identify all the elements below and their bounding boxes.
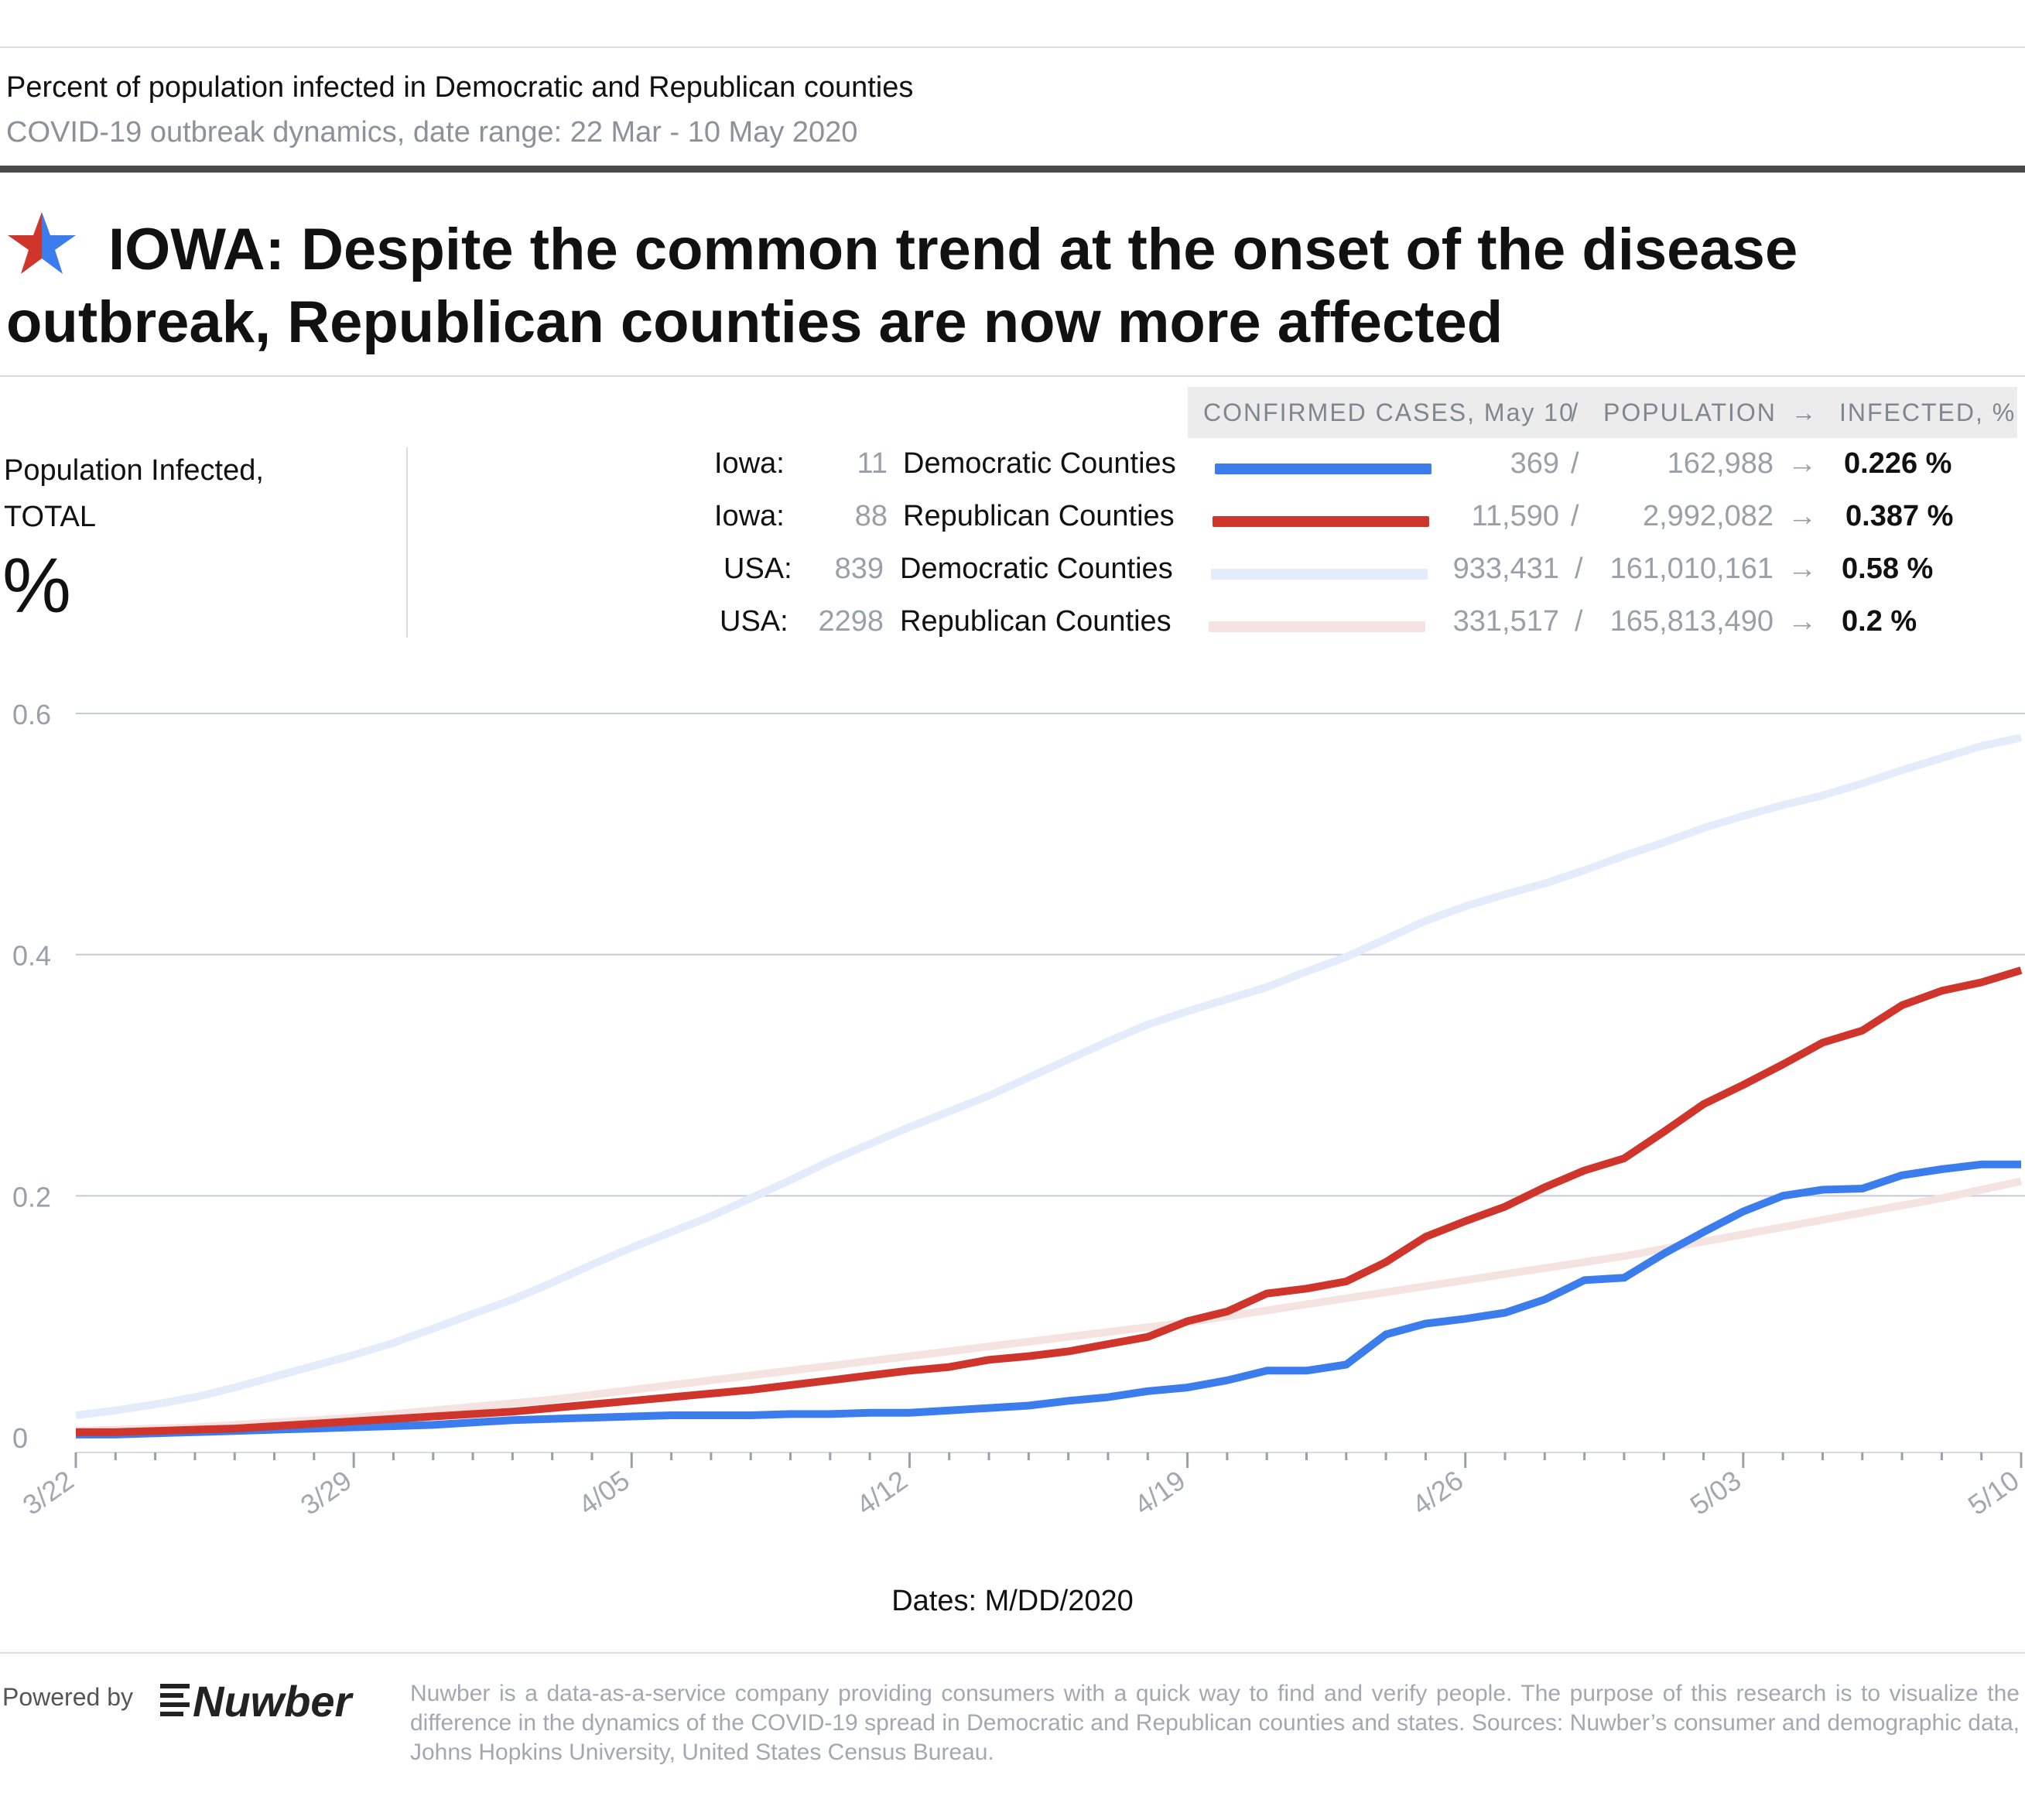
legend-infected: 0.58 % — [1842, 552, 1934, 585]
legend-slash: / — [1571, 500, 1579, 532]
series-line — [75, 734, 2023, 1419]
y-axis-unit: % — [2, 542, 71, 629]
y-axis-panel-label-line1: Population Infected, — [4, 454, 264, 487]
legend-region: Iowa: — [714, 447, 785, 480]
headline-divider — [0, 375, 2025, 377]
header-divider — [0, 166, 2025, 173]
legend-population: 162,988 — [1667, 447, 1774, 480]
y-tick-label: 0.2 — [12, 1181, 51, 1213]
panel-divider — [406, 447, 408, 638]
legend-population: 161,010,161 — [1609, 552, 1774, 585]
x-tick-label: 3/22 — [17, 1464, 80, 1521]
legend-slash: / — [1575, 552, 1583, 585]
legend-series-name: Democratic Counties — [903, 447, 1176, 480]
legend-region: USA: — [723, 552, 792, 585]
table-header-infected: INFECTED, % — [1839, 399, 2016, 426]
series-line — [76, 966, 2023, 1436]
legend-slash: / — [1571, 447, 1579, 480]
x-tick-label: 4/26 — [1406, 1464, 1469, 1521]
legend-region: Iowa: — [714, 500, 785, 532]
table-header: CONFIRMED CASES, May 10 / POPULATION → I… — [1188, 387, 2017, 438]
legend-cases: 331,517 — [1452, 605, 1559, 638]
legend-county-count: 839 — [834, 552, 884, 585]
nuwber-logo: Nuwber — [160, 1677, 354, 1726]
footnote: Nuwber is a data-as-a-service company pr… — [410, 1681, 2020, 1765]
legend-arrow: → — [1787, 500, 1817, 532]
legend-infected: 0.2 % — [1842, 605, 1917, 638]
y-tick-label: 0.4 — [12, 940, 51, 972]
chart-header-title: Percent of population infected in Democr… — [6, 71, 914, 104]
legend-population: 165,813,490 — [1609, 605, 1774, 638]
legend-county-count: 2298 — [818, 605, 884, 638]
legend-infected: 0.387 % — [1845, 500, 1954, 532]
chart-header-subtitle: COVID-19 outbreak dynamics, date range: … — [6, 116, 858, 149]
legend-row: USA: 2298 Republican Counties 331,517 / … — [0, 605, 2025, 644]
legend-row: USA: 839 Democratic Counties 933,431 / 1… — [0, 552, 2025, 591]
legend-county-count: 88 — [854, 500, 888, 532]
legend-series-name: Republican Counties — [903, 500, 1175, 532]
table-header-population: POPULATION — [1603, 399, 1777, 426]
legend-series-name: Republican Counties — [900, 605, 1172, 638]
y-tick-label: 0 — [12, 1422, 28, 1454]
x-tick-label: 5/03 — [1685, 1464, 1747, 1521]
series-line — [76, 1160, 2021, 1439]
legend-swatch — [1211, 569, 1428, 580]
x-axis-title: Dates: M/DD/2020 — [891, 1585, 1134, 1617]
table-header-cases: CONFIRMED CASES, May 10 — [1203, 399, 1575, 426]
y-axis-panel-label: Population Infected, TOTAL — [4, 447, 264, 540]
legend-row: Iowa: 88 Republican Counties 11,590 / 2,… — [0, 500, 2025, 539]
headline-line2: outbreak, Republican counties are now mo… — [6, 289, 1503, 355]
x-tick-label: 4/12 — [850, 1464, 913, 1521]
legend-cases: 11,590 — [1471, 500, 1559, 532]
legend-cases: 369 — [1510, 447, 1559, 480]
legend-swatch — [1209, 621, 1425, 632]
red-blue-star-icon — [8, 212, 76, 274]
logo-wordmark: Nuwber — [193, 1677, 354, 1726]
x-tick-label: 4/05 — [573, 1464, 635, 1521]
headline-line1: IOWA: Despite the common trend at the on… — [108, 217, 1798, 282]
legend-infected: 0.226 % — [1844, 447, 1952, 480]
legend-county-count: 11 — [857, 447, 888, 480]
table-header-slash: / — [1571, 399, 1579, 426]
footer-divider — [0, 1652, 2025, 1654]
legend-row: Iowa: 11 Democratic Counties 369 / 162,9… — [0, 447, 2025, 486]
y-axis-panel-label-line2: TOTAL — [4, 501, 96, 533]
x-tick-label: 5/10 — [1962, 1464, 2025, 1521]
legend-arrow: → — [1787, 552, 1817, 585]
y-tick-label: 0.6 — [12, 699, 51, 730]
legend-region: USA: — [720, 605, 788, 638]
x-tick-label: 4/19 — [1128, 1464, 1191, 1521]
x-tick-label: 3/29 — [295, 1464, 357, 1521]
series-line — [75, 1177, 2023, 1435]
legend-arrow: → — [1787, 605, 1817, 638]
legend-slash: / — [1575, 605, 1583, 638]
top-divider — [0, 46, 2025, 48]
legend-series-name: Democratic Counties — [900, 552, 1173, 585]
line-chart: 0 0.2 0.4 0.6 3/22 3/29 4/05 4/12 4/19 4/26 5/03 5/… — [12, 699, 2025, 1521]
legend-swatch — [1215, 464, 1432, 474]
table-header-arrow: → — [1791, 399, 1818, 426]
headline: IOWA: Despite the common trend at the on… — [6, 210, 1987, 359]
legend-cases: 933,431 — [1452, 552, 1559, 585]
powered-by-label: Powered by — [2, 1683, 133, 1711]
legend-population: 2,992,082 — [1642, 500, 1774, 532]
legend-swatch — [1213, 516, 1429, 527]
legend-arrow: → — [1787, 447, 1817, 480]
